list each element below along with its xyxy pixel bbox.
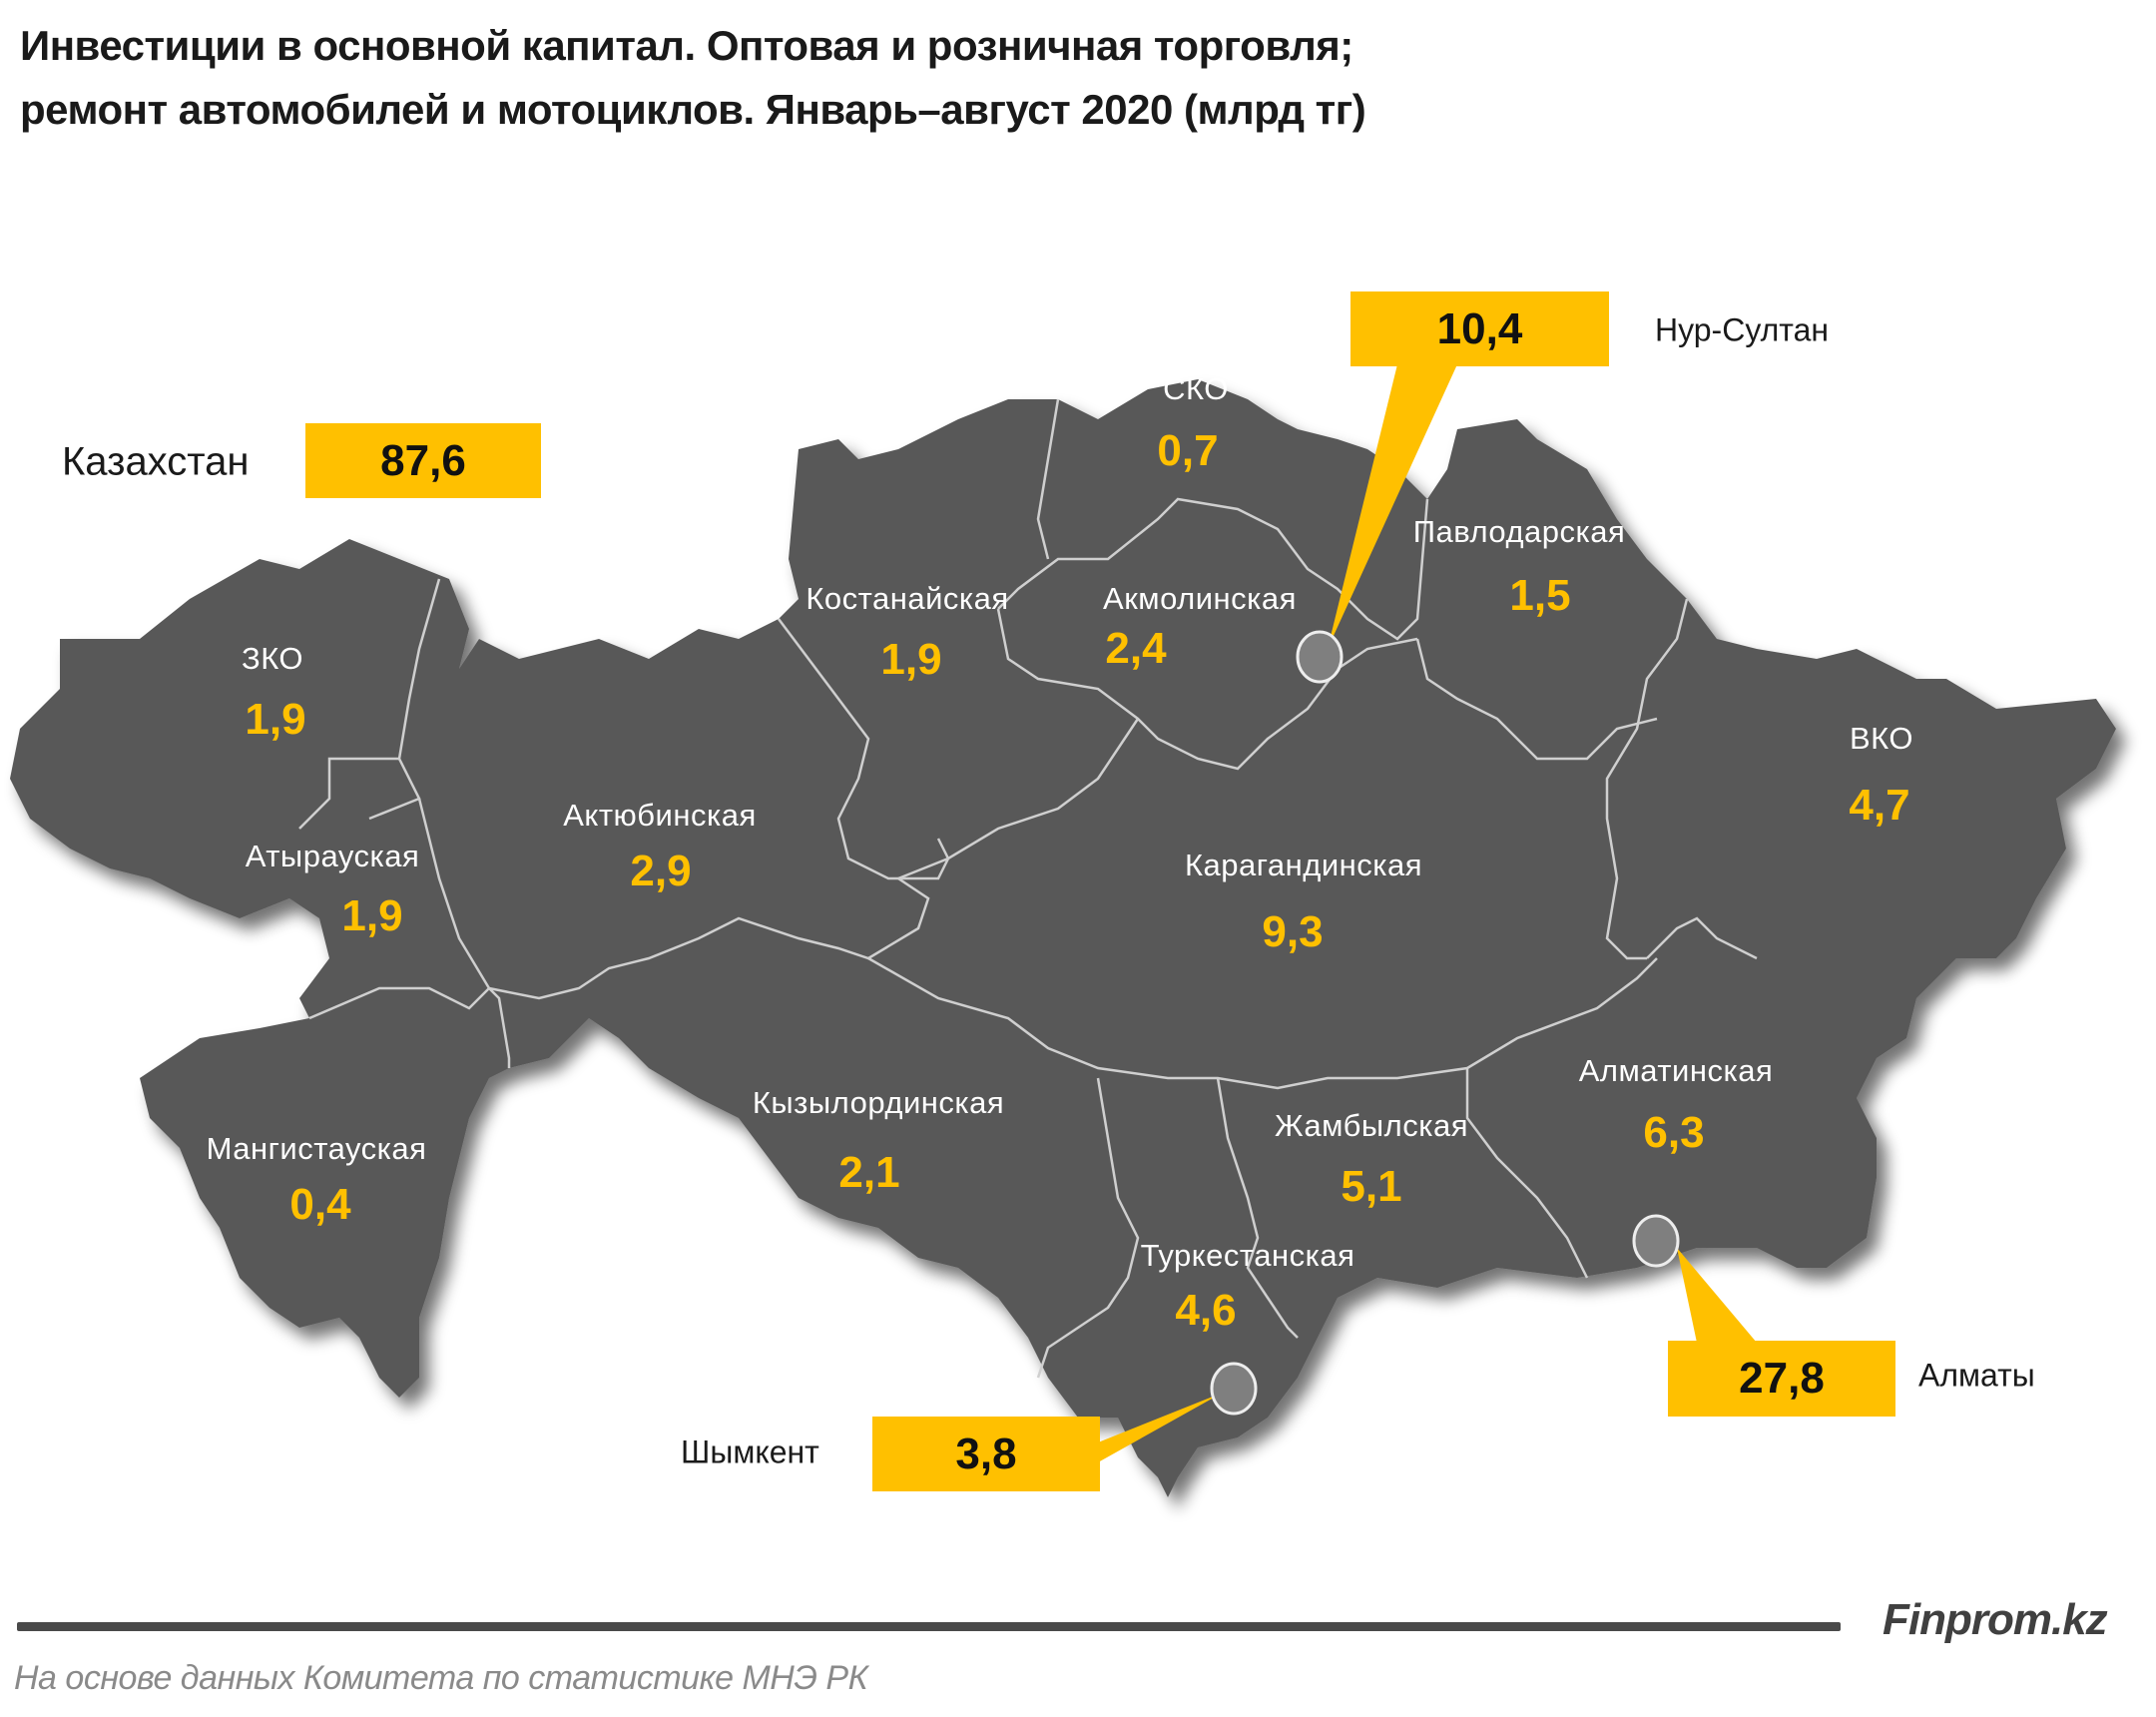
- region-borders: [298, 398, 1758, 1379]
- region-value-karaganda: 9,3: [1262, 907, 1324, 956]
- nur-sultan-value-box: 10,4: [1350, 291, 1609, 366]
- region-value-aktobe: 2,9: [630, 847, 692, 895]
- region-value-sko: 0,7: [1157, 426, 1219, 475]
- region-name-vko: ВКО: [1850, 721, 1913, 756]
- source-note: На основе данных Комитета по статистике …: [14, 1659, 868, 1697]
- shymkent-callout-pointer: [1098, 1393, 1223, 1462]
- total-value-box: 87,6: [305, 423, 541, 498]
- region-name-kostanay: Костанайская: [806, 581, 1009, 616]
- region-name-zhambyl: Жамбылская: [1274, 1108, 1469, 1143]
- region-value-atyrau: 1,9: [341, 891, 403, 940]
- almaty-value-box: 27,8: [1668, 1341, 1895, 1417]
- region-name-akmola: Акмолинская: [1103, 581, 1297, 616]
- region-name-aktobe: Актюбинская: [563, 798, 757, 833]
- region-name-turkestan: Туркестанская: [1140, 1238, 1355, 1273]
- region-value-zko: 1,9: [245, 695, 306, 744]
- footer-divider: [17, 1622, 1841, 1631]
- region-value-vko: 4,7: [1849, 781, 1910, 830]
- region-value-zhambyl: 5,1: [1341, 1162, 1402, 1211]
- nur-sultan-callout-pointer: [1328, 364, 1457, 649]
- region-value-akmola: 2,4: [1105, 624, 1167, 673]
- region-name-almaty-region: Алматинская: [1578, 1053, 1774, 1088]
- almaty-label: Алматы: [1918, 1357, 2035, 1394]
- chart-title: Инвестиции в основной капитал. Оптовая и…: [20, 14, 1366, 142]
- brand-logo: Finprom.kz: [1883, 1595, 2108, 1644]
- region-name-sko: СКО: [1163, 371, 1229, 406]
- nur-sultan-label: Нур-Султан: [1655, 311, 1830, 348]
- title-line-1: Инвестиции в основной капитал. Оптовая и…: [20, 22, 1353, 69]
- region-value-kostanay: 1,9: [880, 635, 942, 684]
- almaty-callout-pointer: [1677, 1248, 1757, 1343]
- region-value-kyzylorda: 2,1: [838, 1148, 900, 1197]
- total-label: Казахстан: [62, 439, 250, 484]
- almaty-marker-icon: [1632, 1214, 1680, 1268]
- nur-sultan-marker-icon: [1296, 630, 1344, 684]
- shymkent-marker-icon: [1210, 1362, 1258, 1416]
- region-value-turkestan: 4,6: [1175, 1286, 1237, 1335]
- region-value-pavlodar: 1,5: [1509, 571, 1571, 620]
- region-name-pavlodar: Павлодарская: [1412, 514, 1626, 549]
- region-name-karaganda: Карагандинская: [1184, 848, 1423, 882]
- region-name-mangystau: Мангистауская: [206, 1131, 427, 1166]
- region-name-kyzylorda: Кызылординская: [752, 1085, 1005, 1120]
- region-name-zko: ЗКО: [241, 641, 304, 676]
- region-name-atyrau: Атырауская: [245, 839, 420, 873]
- region-value-almaty-region: 6,3: [1643, 1108, 1705, 1157]
- shymkent-value-box: 3,8: [872, 1417, 1100, 1491]
- country-outline: [10, 379, 2116, 1497]
- region-value-mangystau: 0,4: [289, 1180, 351, 1229]
- title-line-2: ремонт автомобилей и мотоциклов. Январь–…: [20, 86, 1366, 133]
- shymkent-label: Шымкент: [681, 1433, 819, 1470]
